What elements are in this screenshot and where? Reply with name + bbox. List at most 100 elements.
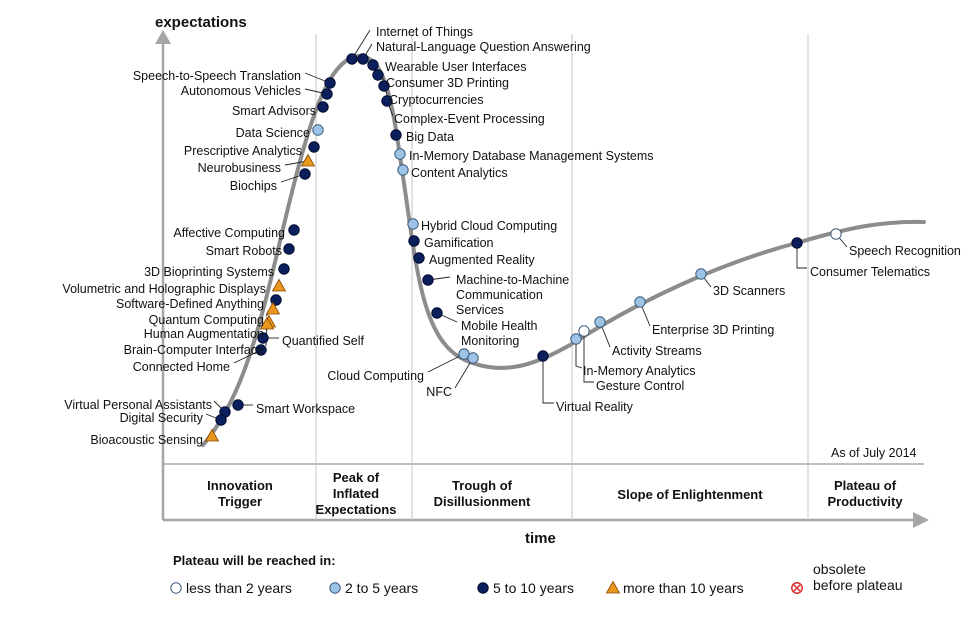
tech-label-machine-to-machine-communication-services-line: Services <box>456 303 504 317</box>
tech-label-gesture-control: Gesture Control <box>596 379 684 393</box>
phase-label-peak-of-inflated-expectations-line: Inflated <box>333 486 379 501</box>
tech-label-cloud-computing: Cloud Computing <box>327 369 424 383</box>
legend-marker-5to10-icon <box>477 582 489 594</box>
tech-label-smart-robots: Smart Robots <box>206 244 282 258</box>
tech-label-smart-advisors: Smart Advisors <box>232 104 316 118</box>
dot-marker-data-science <box>312 124 324 136</box>
tech-label-connected-home: Connected Home <box>133 360 230 374</box>
phase-label-plateau-of-productivity-line: Productivity <box>827 494 903 509</box>
dot-marker-prescriptive-analytics <box>308 141 320 153</box>
tech-label-cryptocurrencies: Cryptocurrencies <box>389 93 483 107</box>
dot-marker-internet-of-things <box>346 53 358 65</box>
phase-label-slope-of-enlightenment: Slope of Enlightenment <box>617 487 763 502</box>
dot-marker-in-memory-analytics <box>570 333 582 345</box>
leader-in-memory-analytics <box>575 339 583 369</box>
phase-label-innovation-trigger: Innovation Trigger <box>207 478 273 509</box>
leader-consumer-telematics <box>796 243 807 269</box>
as-of-date: As of July 2014 <box>831 446 917 460</box>
dot-marker-complex-event-processing <box>381 95 393 107</box>
tech-label-bioacoustic-sensing: Bioacoustic Sensing <box>90 433 203 447</box>
phase-label-plateau-of-productivity: Plateau of Productivity <box>827 478 903 509</box>
legend-marker-2to5-icon <box>329 582 341 594</box>
x-axis-title: time <box>525 530 556 547</box>
tech-label-prescriptive-analytics: Prescriptive Analytics <box>184 144 302 158</box>
tech-label-in-memory-analytics: In-Memory Analytics <box>583 364 696 378</box>
tech-label-augmented-reality: Augmented Reality <box>429 253 535 267</box>
dot-marker-3d-bioprinting-systems <box>278 263 290 275</box>
tech-label-speech-recognition: Speech Recognition <box>849 244 961 258</box>
legend-label-obsolete: obsolete before plateau <box>813 561 903 593</box>
phase-label-plateau-of-productivity-line: Plateau of <box>834 478 897 493</box>
dot-marker-autonomous-vehicles <box>321 88 333 100</box>
legend-label-obsolete-line: obsolete <box>813 561 866 577</box>
dot-marker-speech-recognition <box>830 228 842 240</box>
legend-label-2to5: 2 to 5 years <box>345 580 418 596</box>
tech-label-virtual-personal-assistants: Virtual Personal Assistants <box>64 398 212 412</box>
dot-marker-cryptocurrencies <box>378 80 390 92</box>
tech-label-hybrid-cloud-computing: Hybrid Cloud Computing <box>421 219 557 233</box>
tech-label-volumetric-and-holographic-displays: Volumetric and Holographic Displays <box>62 282 266 296</box>
tech-label-digital-security: Digital Security <box>120 411 204 425</box>
tech-label-quantified-self: Quantified Self <box>282 334 365 348</box>
legend-layer: Plateau will be reached in: less than 2 y… <box>170 553 903 596</box>
phase-label-peak-of-inflated-expectations: Peak of Inflated Expectations <box>316 470 397 517</box>
legend-title: Plateau will be reached in: <box>173 553 336 568</box>
tech-label-consumer-3d-printing: Consumer 3D Printing <box>386 76 509 90</box>
y-axis-title: expectations <box>155 14 247 31</box>
legend-marker-gt10-triangle-icon <box>605 580 621 594</box>
tech-label-autonomous-vehicles: Autonomous Vehicles <box>181 84 301 98</box>
legend-marker-lt2-icon <box>170 582 182 594</box>
dot-marker-enterprise-3d-printing <box>634 296 646 308</box>
dot-marker-big-data <box>390 129 402 141</box>
dot-marker-hybrid-cloud-computing <box>407 218 419 230</box>
dot-marker-natural-language-question-answering <box>357 53 369 65</box>
triangle-marker-quantum-computing <box>265 301 281 315</box>
legend-marker-obsolete-icon <box>791 582 803 594</box>
legend-label-gt10: more than 10 years <box>623 580 744 596</box>
leader-cloud-computing <box>427 353 465 373</box>
dot-marker-consumer-3d-printing <box>372 69 384 81</box>
tech-label-software-defined-anything: Software-Defined Anything <box>116 297 264 311</box>
dot-marker-wearable-user-interfaces <box>367 59 379 71</box>
tech-label-in-memory-database-management-systems: In-Memory Database Management Systems <box>409 149 654 163</box>
dot-marker-activity-streams <box>594 316 606 328</box>
dot-marker-virtual-reality <box>537 350 549 362</box>
tech-label-3d-bioprinting-systems: 3D Bioprinting Systems <box>144 265 274 279</box>
tech-label-activity-streams: Activity Streams <box>612 344 702 358</box>
dot-marker-content-analytics <box>397 164 409 176</box>
phase-label-peak-of-inflated-expectations-line: Peak of <box>333 470 380 485</box>
dot-marker-augmented-reality <box>413 252 425 264</box>
dot-marker-digital-security <box>215 414 227 426</box>
phase-label-innovation-trigger-line: Trigger <box>218 494 262 509</box>
dot-marker-biochips <box>299 168 311 180</box>
dot-marker-consumer-telematics <box>791 237 803 249</box>
tech-label-machine-to-machine-communication-services-line: Communication <box>456 288 543 302</box>
tech-label-speech-to-speech-translation: Speech-to-Speech Translation <box>133 69 301 83</box>
dot-marker-in-memory-database-management-systems <box>394 148 406 160</box>
dot-marker-gesture-control <box>578 325 590 337</box>
tech-label-biochips: Biochips <box>230 179 277 193</box>
phase-label-trough-of-disillusionment: Trough of Disillusionment <box>434 478 531 509</box>
tech-label-neurobusiness: Neurobusiness <box>198 161 281 175</box>
triangle-marker-neurobusiness <box>300 153 316 167</box>
triangle-marker-brain-computer-interface <box>259 316 275 330</box>
tech-label-consumer-telematics: Consumer Telematics <box>810 265 930 279</box>
dot-marker-smart-robots <box>283 243 295 255</box>
tech-label-smart-workspace: Smart Workspace <box>256 402 355 416</box>
dot-marker-quantified-self <box>257 332 269 344</box>
dot-marker-nfc <box>467 352 479 364</box>
tech-label-human-augmentation: Human Augmentation <box>144 327 264 341</box>
dot-marker-smart-advisors <box>317 101 329 113</box>
dot-marker-mobile-health-monitoring <box>431 307 443 319</box>
dot-marker-machine-to-machine-communication-services <box>422 274 434 286</box>
tech-label-virtual-reality: Virtual Reality <box>556 400 634 414</box>
phase-label-trough-of-disillusionment-line: Disillusionment <box>434 494 531 509</box>
x-axis-arrow <box>913 512 929 528</box>
triangle-marker-volumetric-and-holographic-displays <box>271 278 287 292</box>
dot-marker-speech-to-speech-translation <box>324 77 336 89</box>
tech-label-machine-to-machine-communication-services: Machine-to-Machine Communication Services <box>456 273 569 317</box>
tech-label-internet-of-things: Internet of Things <box>376 25 473 39</box>
dot-marker-connected-home <box>255 344 267 356</box>
leader-nfc <box>454 357 474 389</box>
